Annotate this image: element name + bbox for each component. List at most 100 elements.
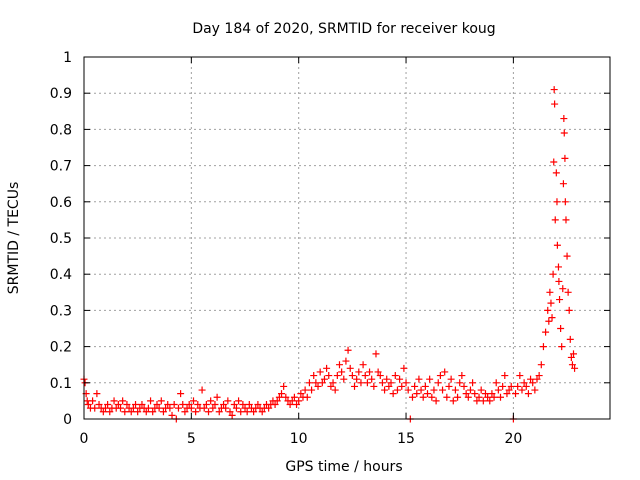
- data-point: [280, 382, 288, 390]
- data-point: [434, 379, 442, 387]
- data-point: [286, 401, 294, 409]
- data-point: [224, 397, 232, 405]
- data-point: [138, 401, 146, 409]
- data-point: [432, 397, 440, 405]
- data-point: [378, 379, 386, 387]
- data-point: [149, 408, 157, 416]
- data-point: [413, 390, 421, 398]
- data-point: [499, 382, 507, 390]
- data-point: [314, 382, 322, 390]
- data-point: [389, 390, 397, 398]
- data-point: [568, 361, 576, 369]
- data-points: [80, 86, 579, 423]
- data-point: [527, 375, 535, 383]
- data-point: [159, 408, 167, 416]
- data-point: [335, 361, 343, 369]
- data-point: [560, 115, 568, 123]
- data-point: [355, 368, 363, 376]
- data-point: [153, 401, 161, 409]
- data-point: [288, 397, 296, 405]
- data-point: [481, 390, 489, 398]
- data-point: [505, 386, 513, 394]
- data-point: [179, 401, 187, 409]
- data-point: [398, 382, 406, 390]
- data-point: [308, 386, 316, 394]
- data-point: [439, 386, 447, 394]
- data-point: [374, 368, 382, 376]
- data-point: [353, 375, 361, 383]
- data-point: [421, 382, 429, 390]
- data-point: [449, 397, 457, 405]
- data-point: [436, 372, 444, 380]
- data-point: [226, 408, 234, 416]
- y-tick-label: 0.4: [50, 267, 72, 283]
- data-point: [114, 401, 122, 409]
- grid: [84, 57, 610, 419]
- data-point: [553, 241, 561, 249]
- data-point: [497, 393, 505, 401]
- data-point: [529, 379, 537, 387]
- data-point: [129, 404, 137, 412]
- data-point: [553, 198, 561, 206]
- data-point: [430, 386, 438, 394]
- data-point: [408, 393, 416, 401]
- data-point: [556, 296, 564, 304]
- data-point: [318, 379, 326, 387]
- data-point: [192, 408, 200, 416]
- data-point: [295, 397, 303, 405]
- data-point: [559, 285, 567, 293]
- data-point: [116, 404, 124, 412]
- data-point: [312, 379, 320, 387]
- data-point: [123, 401, 131, 409]
- data-point: [501, 372, 509, 380]
- data-point: [245, 401, 253, 409]
- data-point: [189, 397, 197, 405]
- data-point: [194, 401, 202, 409]
- data-point: [419, 393, 427, 401]
- data-point: [361, 372, 369, 380]
- data-point: [516, 372, 524, 380]
- data-point: [303, 393, 311, 401]
- y-tick-label: 0: [63, 412, 72, 428]
- data-point: [561, 198, 569, 206]
- data-point: [170, 401, 178, 409]
- data-point: [466, 386, 474, 394]
- data-point: [331, 386, 339, 394]
- data-point: [101, 404, 109, 412]
- data-point: [305, 379, 313, 387]
- data-point: [469, 379, 477, 387]
- data-point: [310, 372, 318, 380]
- data-point: [211, 401, 219, 409]
- data-point: [99, 408, 107, 416]
- data-point: [400, 364, 408, 372]
- data-point: [490, 393, 498, 401]
- data-point: [290, 393, 298, 401]
- data-point: [127, 408, 135, 416]
- x-tick-label: 0: [80, 431, 89, 447]
- data-point: [187, 404, 195, 412]
- data-point: [454, 393, 462, 401]
- data-point: [106, 408, 114, 416]
- data-point: [258, 408, 266, 416]
- data-point: [316, 368, 324, 376]
- data-point: [166, 404, 174, 412]
- data-point: [351, 382, 359, 390]
- data-point: [391, 372, 399, 380]
- data-point: [471, 390, 479, 398]
- data-point: [561, 154, 569, 162]
- data-point: [177, 390, 185, 398]
- data-point: [396, 375, 404, 383]
- axis-ticks: 00.10.20.30.40.50.60.70.80.910 5 10 15 20: [50, 50, 610, 447]
- chart-title: Day 184 of 2020, SRMTID for receiver kou…: [192, 21, 495, 37]
- data-point: [346, 364, 354, 372]
- data-point: [265, 404, 273, 412]
- data-point: [456, 379, 464, 387]
- data-point: [142, 408, 150, 416]
- data-point: [243, 408, 251, 416]
- data-point: [121, 408, 129, 416]
- data-point: [441, 368, 449, 376]
- data-point: [381, 386, 389, 394]
- data-point: [368, 375, 376, 383]
- data-point: [524, 390, 532, 398]
